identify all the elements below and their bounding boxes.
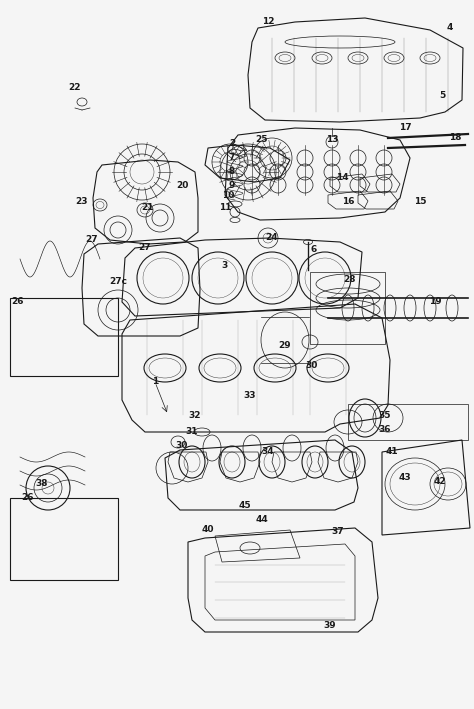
Text: 43: 43 xyxy=(399,474,411,483)
Text: 30: 30 xyxy=(306,360,318,369)
Text: 32: 32 xyxy=(189,411,201,420)
Text: 20: 20 xyxy=(176,181,188,189)
Text: 13: 13 xyxy=(326,135,338,145)
Text: 27c: 27c xyxy=(109,277,127,286)
Bar xyxy=(10,298,118,376)
Text: 40: 40 xyxy=(202,525,214,535)
Text: 6: 6 xyxy=(311,245,317,255)
Text: 35: 35 xyxy=(379,411,391,420)
Text: 2: 2 xyxy=(229,138,235,147)
Text: 3: 3 xyxy=(222,260,228,269)
Text: 23: 23 xyxy=(76,198,88,206)
Text: 34: 34 xyxy=(262,447,274,457)
Text: 26: 26 xyxy=(12,298,24,306)
Text: 45: 45 xyxy=(239,501,251,510)
Text: 5: 5 xyxy=(439,91,445,99)
Text: 44: 44 xyxy=(255,515,268,525)
Text: 31: 31 xyxy=(186,428,198,437)
Text: 16: 16 xyxy=(342,198,354,206)
Text: 28: 28 xyxy=(344,276,356,284)
Text: 19: 19 xyxy=(428,298,441,306)
Text: 17: 17 xyxy=(399,123,411,133)
Text: 10: 10 xyxy=(222,191,234,199)
Text: 29: 29 xyxy=(279,340,292,350)
Text: 14: 14 xyxy=(336,174,348,182)
Text: 18: 18 xyxy=(449,133,461,143)
Text: 27: 27 xyxy=(139,243,151,252)
Text: 36: 36 xyxy=(379,425,391,435)
Text: 39: 39 xyxy=(324,620,337,630)
Bar xyxy=(10,498,118,580)
Text: 26: 26 xyxy=(22,493,34,503)
Text: 41: 41 xyxy=(386,447,398,457)
Text: 22: 22 xyxy=(69,84,81,92)
Text: 30: 30 xyxy=(176,440,188,450)
Text: 33: 33 xyxy=(244,391,256,399)
Bar xyxy=(348,404,468,440)
Text: 9: 9 xyxy=(229,181,235,189)
Text: 25: 25 xyxy=(256,135,268,145)
Text: 12: 12 xyxy=(262,18,274,26)
Text: 7: 7 xyxy=(229,154,235,162)
Text: 27: 27 xyxy=(86,235,98,245)
Text: 1: 1 xyxy=(152,377,158,386)
Bar xyxy=(310,272,385,344)
Text: 21: 21 xyxy=(142,203,154,213)
Text: 15: 15 xyxy=(414,198,426,206)
Text: 24: 24 xyxy=(266,233,278,242)
Text: 42: 42 xyxy=(434,477,447,486)
Text: 38: 38 xyxy=(36,479,48,489)
Text: 11: 11 xyxy=(219,203,231,213)
Text: 37: 37 xyxy=(332,527,344,537)
Text: 4: 4 xyxy=(447,23,453,33)
Text: 8: 8 xyxy=(229,167,235,177)
